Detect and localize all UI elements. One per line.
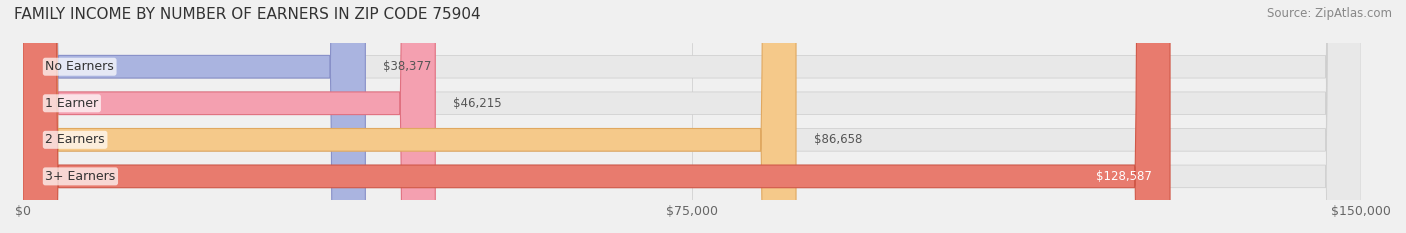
Text: $128,587: $128,587 xyxy=(1097,170,1152,183)
Text: $86,658: $86,658 xyxy=(814,133,862,146)
FancyBboxPatch shape xyxy=(22,0,1361,233)
FancyBboxPatch shape xyxy=(22,0,1170,233)
Text: Source: ZipAtlas.com: Source: ZipAtlas.com xyxy=(1267,7,1392,20)
Text: FAMILY INCOME BY NUMBER OF EARNERS IN ZIP CODE 75904: FAMILY INCOME BY NUMBER OF EARNERS IN ZI… xyxy=(14,7,481,22)
FancyBboxPatch shape xyxy=(22,0,796,233)
Text: $38,377: $38,377 xyxy=(384,60,432,73)
FancyBboxPatch shape xyxy=(22,0,1361,233)
Text: No Earners: No Earners xyxy=(45,60,114,73)
FancyBboxPatch shape xyxy=(22,0,366,233)
Text: 3+ Earners: 3+ Earners xyxy=(45,170,115,183)
Text: 1 Earner: 1 Earner xyxy=(45,97,98,110)
Text: 2 Earners: 2 Earners xyxy=(45,133,105,146)
FancyBboxPatch shape xyxy=(22,0,1361,233)
FancyBboxPatch shape xyxy=(22,0,436,233)
Text: $46,215: $46,215 xyxy=(453,97,502,110)
FancyBboxPatch shape xyxy=(22,0,1361,233)
